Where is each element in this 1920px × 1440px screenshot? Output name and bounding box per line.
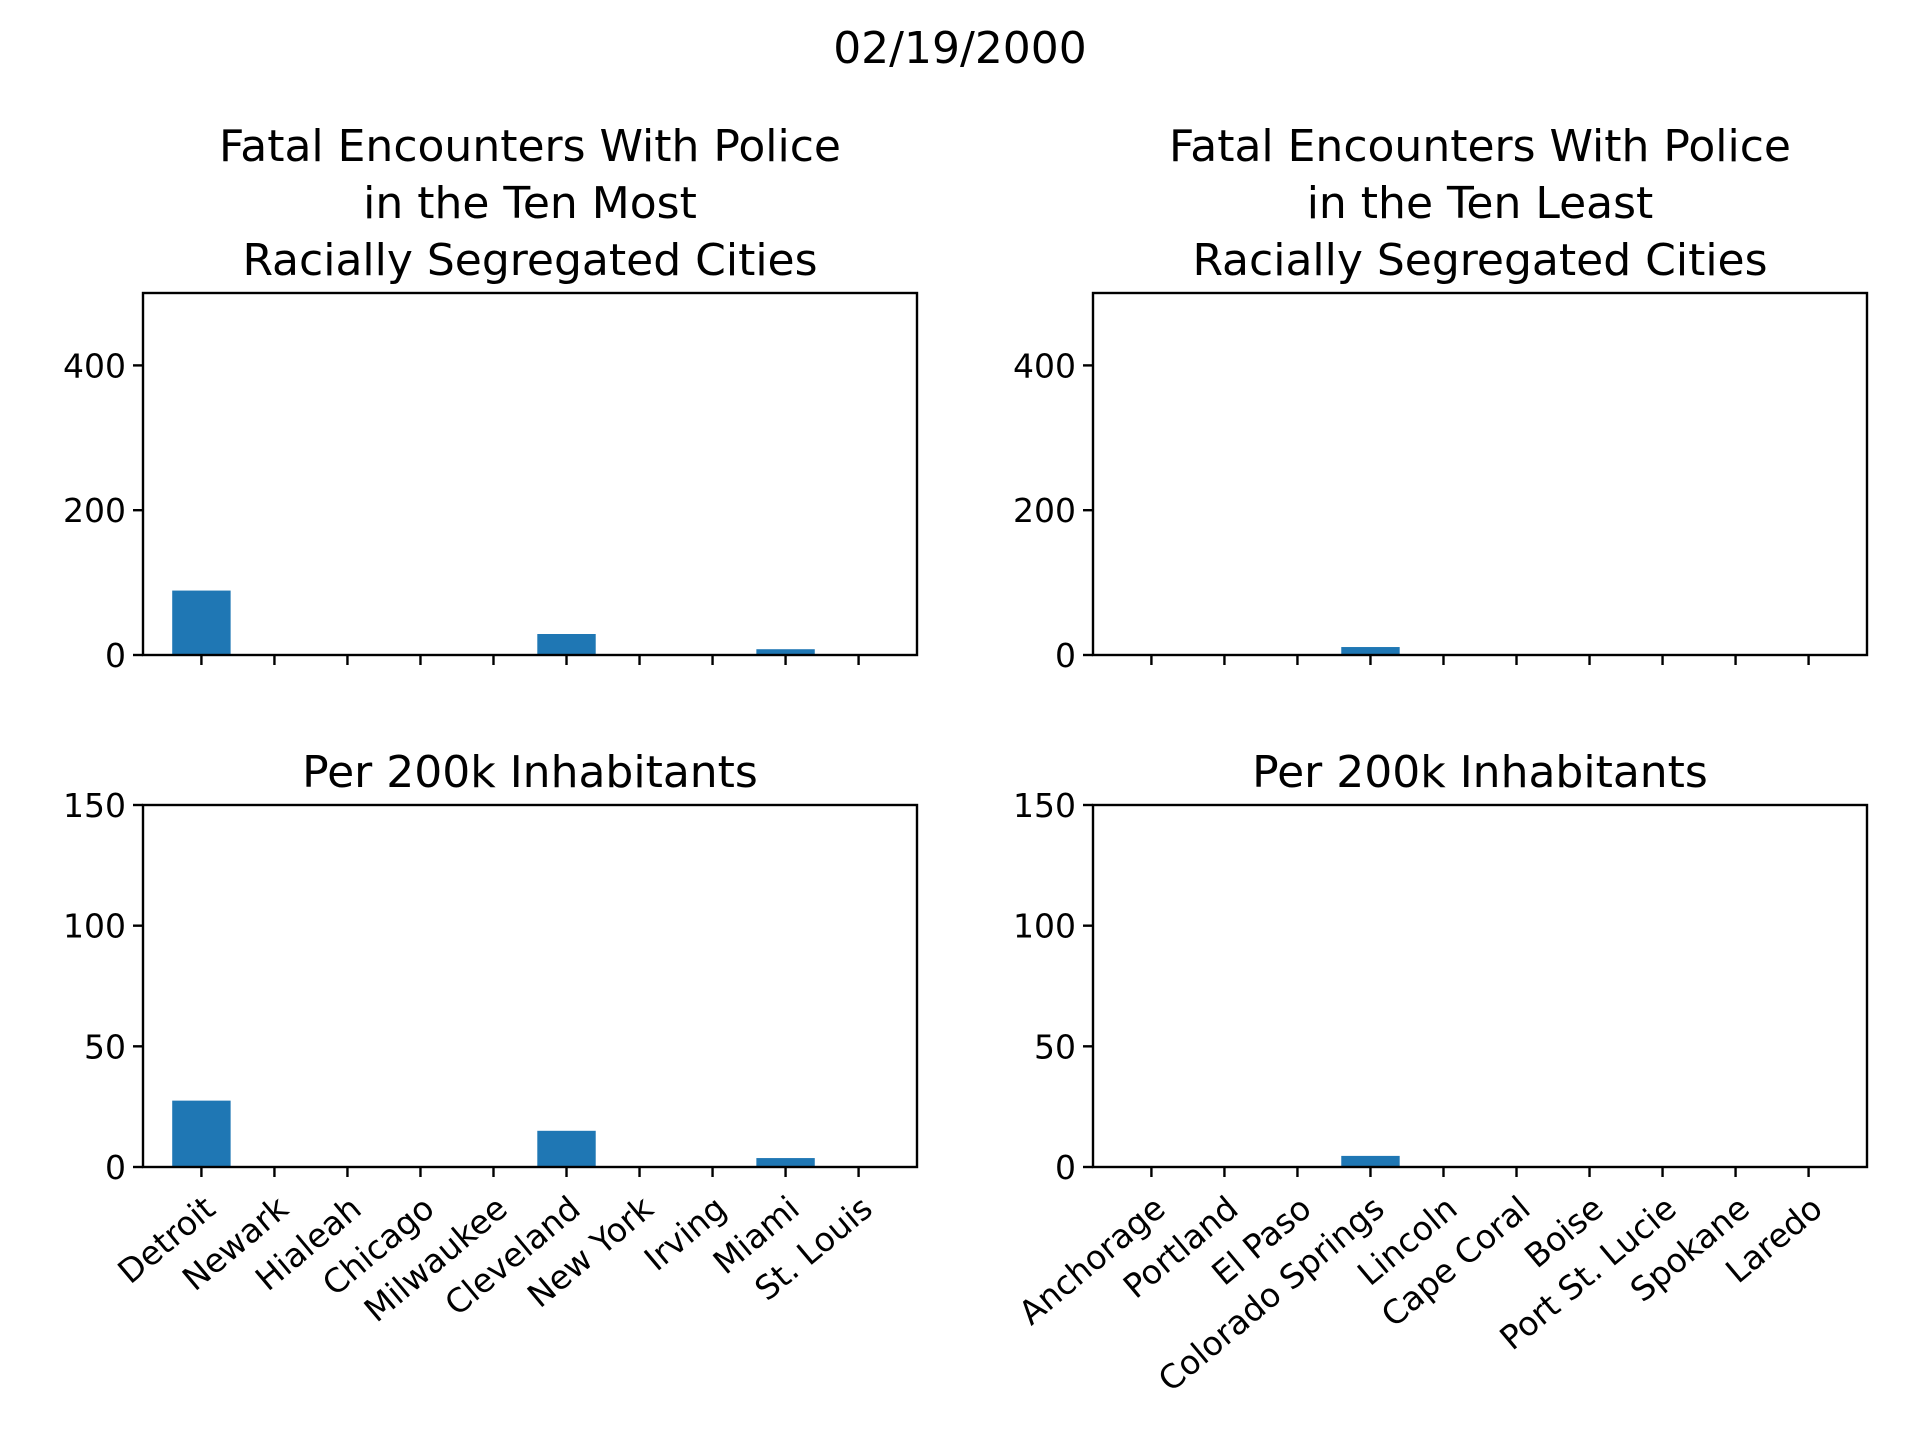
y-tick-label: 100 bbox=[1013, 907, 1076, 946]
panel-title: Per 200k Inhabitants bbox=[302, 747, 758, 798]
y-tick-label: 0 bbox=[1055, 636, 1076, 675]
bar-cleveland bbox=[537, 1130, 596, 1167]
figure-suptitle: 02/19/2000 bbox=[833, 23, 1087, 74]
bar-detroit bbox=[172, 1100, 231, 1167]
y-tick-label: 150 bbox=[1013, 786, 1076, 825]
y-tick-label: 200 bbox=[63, 491, 126, 530]
bar-cleveland bbox=[537, 634, 596, 655]
axes-frame bbox=[1091, 803, 1869, 1169]
y-tick-label: 50 bbox=[84, 1027, 126, 1066]
bar-miami bbox=[756, 1158, 815, 1167]
y-tick-label: 100 bbox=[63, 907, 126, 946]
axes-frame bbox=[141, 803, 919, 1169]
y-tick-label: 150 bbox=[63, 786, 126, 825]
axes-frame bbox=[141, 291, 919, 657]
bar-colorado-springs bbox=[1341, 1155, 1400, 1167]
y-tick-label: 400 bbox=[63, 346, 126, 385]
panel-title: Fatal Encounters With Police in the Ten L… bbox=[1169, 121, 1791, 286]
y-tick-label: 50 bbox=[1034, 1027, 1076, 1066]
y-tick-label: 400 bbox=[1013, 346, 1076, 385]
bar-detroit bbox=[172, 590, 231, 655]
y-tick-label: 0 bbox=[105, 1148, 126, 1187]
y-tick-label: 0 bbox=[105, 636, 126, 675]
chart-panel-4: Per 200k Inhabitants050100150AnchoragePo… bbox=[1011, 747, 1869, 1399]
chart-panel-3: Per 200k Inhabitants050100150DetroitNewa… bbox=[63, 747, 919, 1330]
axes-frame bbox=[1091, 291, 1869, 657]
y-tick-label: 0 bbox=[1055, 1148, 1076, 1187]
panel-title: Fatal Encounters With Police in the Ten M… bbox=[219, 121, 841, 286]
bar-colorado-springs bbox=[1341, 647, 1400, 655]
chart-panel-2: Fatal Encounters With Police in the Ten L… bbox=[1013, 121, 1869, 675]
panel-title: Per 200k Inhabitants bbox=[1252, 747, 1708, 798]
y-tick-label: 200 bbox=[1013, 491, 1076, 530]
chart-panel-1: Fatal Encounters With Police in the Ten M… bbox=[63, 121, 919, 675]
bar-miami bbox=[756, 649, 815, 655]
